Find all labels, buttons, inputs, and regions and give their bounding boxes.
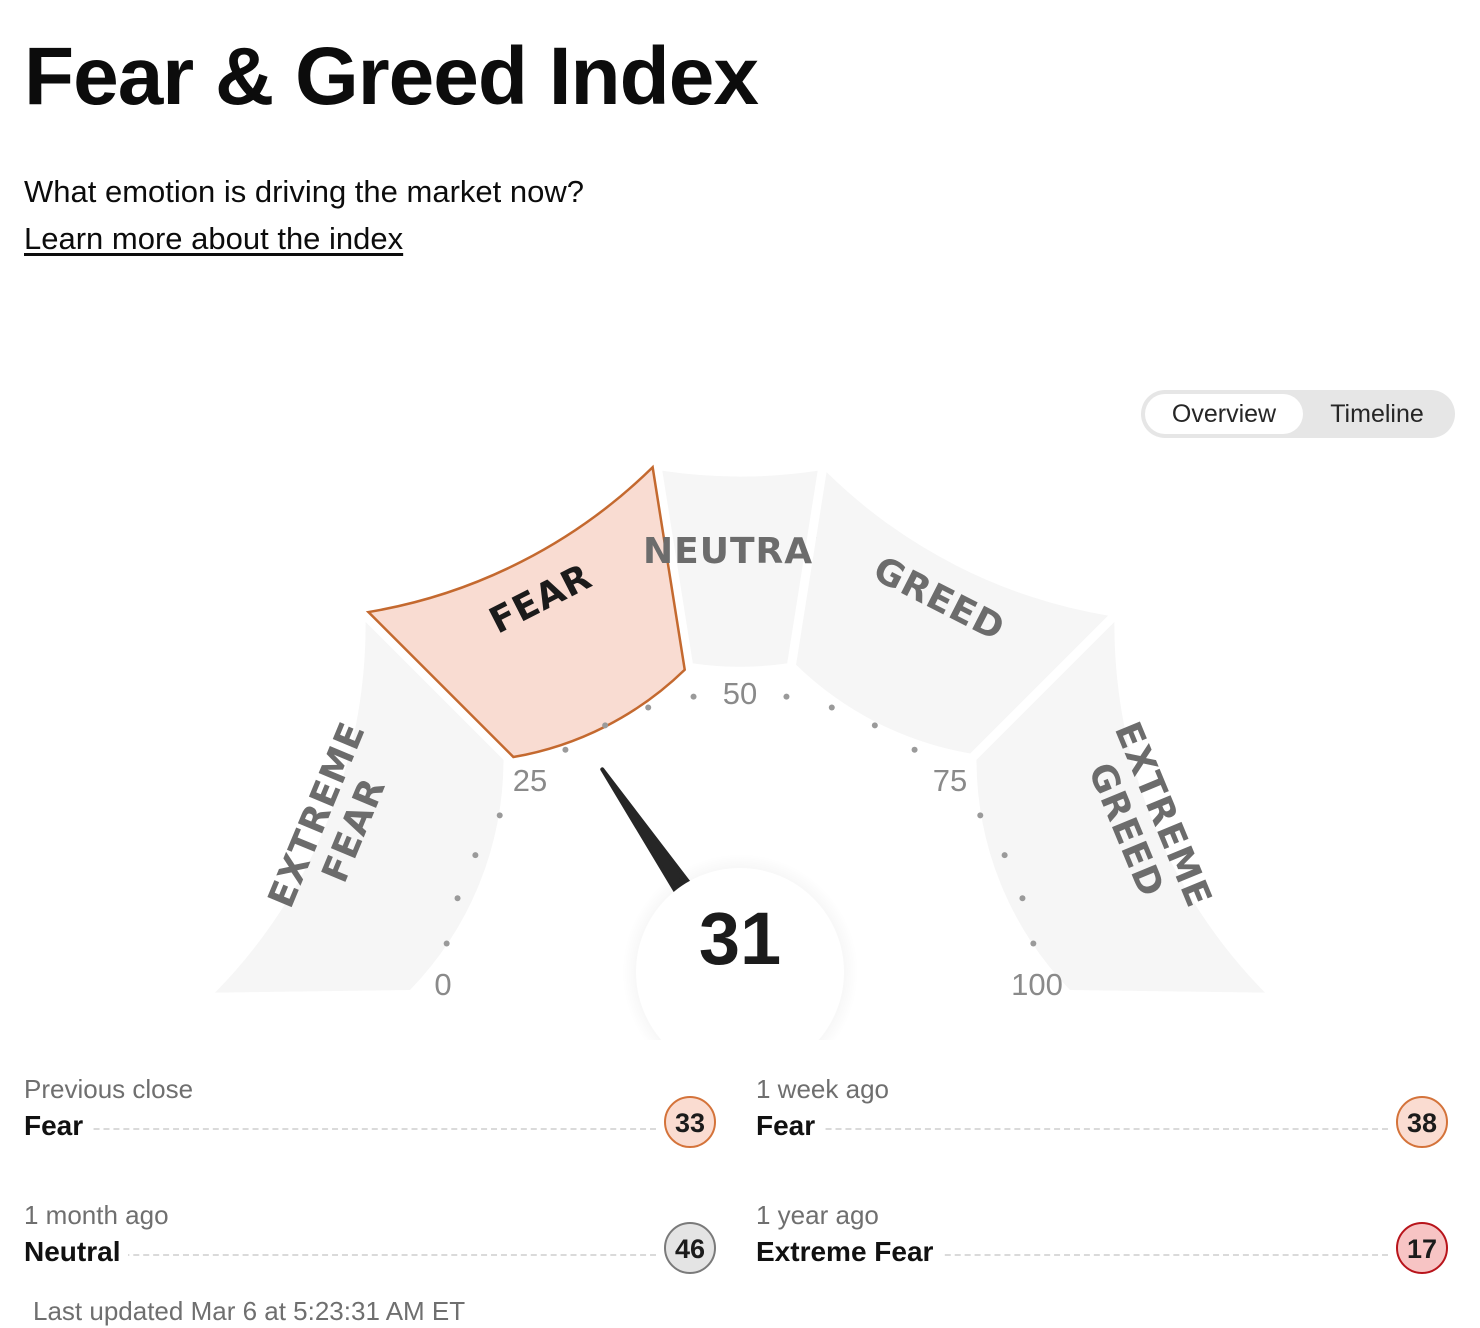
tick-label-50: 50 xyxy=(723,676,757,711)
history-1-week-ago: 1 week ago Fear 38 xyxy=(756,1074,1448,1184)
tab-timeline[interactable]: Timeline xyxy=(1330,400,1424,428)
zone-fear xyxy=(365,464,687,759)
dotted-leader xyxy=(756,1128,1388,1130)
page-subtitle: What emotion is driving the market now? xyxy=(24,174,584,209)
history-rating: Neutral xyxy=(24,1236,129,1268)
tick-dot xyxy=(1030,940,1037,947)
dotted-leader xyxy=(756,1254,1388,1256)
learn-more-link[interactable]: Learn more about the index xyxy=(24,221,404,256)
history-label: Previous close xyxy=(24,1074,194,1104)
tick-dot xyxy=(1019,895,1026,902)
tick-label-0: 0 xyxy=(434,967,451,1002)
history-rating: Fear xyxy=(756,1110,824,1142)
tick-dot xyxy=(690,693,697,700)
page-title: Fear & Greed Index xyxy=(24,31,759,122)
zone-extreme-greed xyxy=(976,621,1265,993)
tick-dot xyxy=(645,704,652,711)
history-label: 1 year ago xyxy=(756,1200,879,1230)
last-updated: Last updated Mar 6 at 5:23:31 AM ET xyxy=(33,1296,466,1326)
tick-dot xyxy=(871,722,878,729)
tick-label-75: 75 xyxy=(933,763,967,798)
history-1-month-ago: 1 month ago Neutral 46 xyxy=(24,1200,716,1310)
tick-dot xyxy=(1001,852,1008,859)
tab-overview[interactable]: Overview xyxy=(1145,394,1303,434)
history-label: 1 month ago xyxy=(24,1200,169,1230)
dotted-leader xyxy=(24,1254,656,1256)
tick-dot xyxy=(828,704,835,711)
tick-dot xyxy=(472,852,479,859)
tick-dot xyxy=(454,895,461,902)
history-previous-close: Previous close Fear 33 xyxy=(24,1074,716,1184)
zone-greed xyxy=(796,472,1109,754)
history-value-badge: 38 xyxy=(1396,1096,1448,1148)
tick-dot xyxy=(911,746,918,753)
current-score: 31 xyxy=(699,897,781,980)
tick-dot xyxy=(562,746,569,753)
tick-dot xyxy=(443,940,450,947)
gauge-hub xyxy=(636,868,844,1040)
zone-extreme-fear xyxy=(215,621,504,993)
history-1-year-ago: 1 year ago Extreme Fear 17 xyxy=(756,1200,1448,1310)
tick-dot xyxy=(783,693,790,700)
history-value-badge: 33 xyxy=(664,1096,716,1148)
tick-label-100: 100 xyxy=(1011,967,1063,1002)
tick-dot xyxy=(496,812,503,819)
zone-neutral xyxy=(662,470,818,667)
zone-label-neutral: NEUTRAL xyxy=(643,531,837,572)
history-value-badge: 46 xyxy=(664,1222,716,1274)
history-rating: Extreme Fear xyxy=(756,1236,942,1268)
dotted-leader xyxy=(24,1128,656,1130)
history-rating: Fear xyxy=(24,1110,92,1142)
view-toggle: Overview Timeline xyxy=(1141,390,1455,438)
history-label: 1 week ago xyxy=(756,1074,889,1104)
tick-label-25: 25 xyxy=(513,763,547,798)
tick-dot xyxy=(977,812,984,819)
tick-dot xyxy=(602,722,609,729)
history-value-badge: 17 xyxy=(1396,1222,1448,1274)
